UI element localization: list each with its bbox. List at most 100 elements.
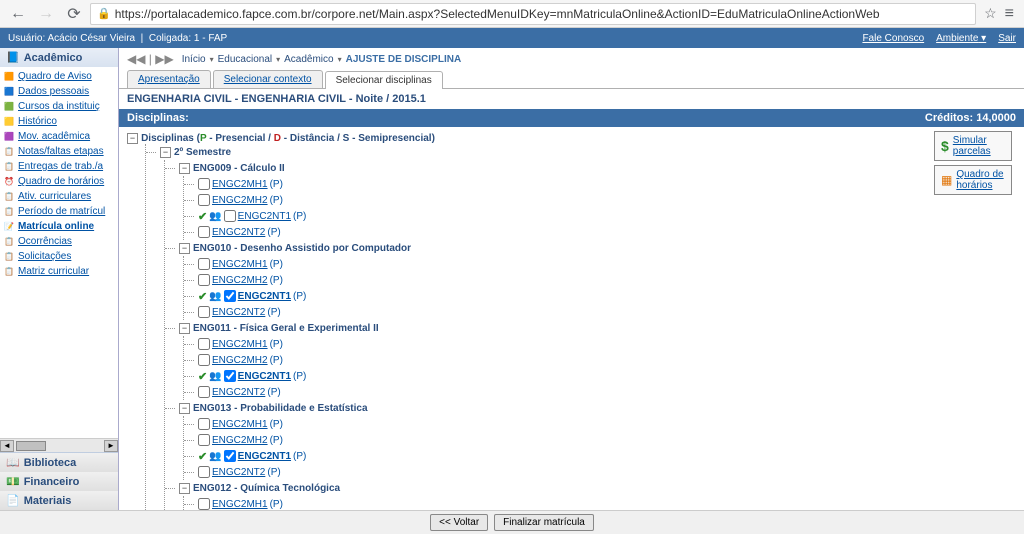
- sidebar-scrollbar[interactable]: ◄►: [0, 438, 118, 452]
- class-checkbox[interactable]: [198, 178, 210, 190]
- sidebar-item[interactable]: ⏰Quadro de horários: [0, 174, 118, 189]
- class-link[interactable]: ENGC2NT2: [212, 387, 265, 398]
- expander-discipline[interactable]: −: [179, 403, 190, 414]
- class-link[interactable]: ENGC2MH1: [212, 499, 268, 510]
- sidebar-link[interactable]: Ocorrências: [18, 236, 72, 247]
- sidebar-item[interactable]: 📋Notas/faltas etapas: [0, 144, 118, 159]
- main-content: ◀◀ | ▶▶ Início▾ Educacional▾ Acadêmico▾ …: [119, 48, 1024, 510]
- sidebar-item[interactable]: 📋Matriz curricular: [0, 264, 118, 279]
- expander-discipline[interactable]: −: [179, 323, 190, 334]
- crumb-educacional[interactable]: Educacional: [218, 54, 272, 65]
- class-link[interactable]: ENGC2MH1: [212, 419, 268, 430]
- sidebar-item[interactable]: 🟨Histórico: [0, 114, 118, 129]
- class-checkbox[interactable]: [224, 450, 236, 462]
- class-link[interactable]: ENGC2MH2: [212, 355, 268, 366]
- class-checkbox[interactable]: [198, 434, 210, 446]
- sidebar-link[interactable]: Quadro de horários: [18, 176, 104, 187]
- finalizar-button[interactable]: Finalizar matrícula: [494, 514, 594, 531]
- crumb-inicio[interactable]: Início: [182, 54, 206, 65]
- class-item: ENGC2MH2 (P): [184, 352, 1016, 368]
- item-icon: 📋: [4, 237, 14, 247]
- class-link[interactable]: ENGC2NT1: [238, 451, 291, 462]
- class-checkbox[interactable]: [198, 226, 210, 238]
- class-checkbox[interactable]: [198, 258, 210, 270]
- sidebar-financeiro[interactable]: 💵 Financeiro: [0, 472, 118, 491]
- url-bar[interactable]: 🔒 https://portalacademico.fapce.com.br/c…: [90, 3, 976, 25]
- expander-root[interactable]: −: [127, 133, 138, 144]
- class-link[interactable]: ENGC2MH1: [212, 339, 268, 350]
- sidebar-item[interactable]: 🟧Quadro de Aviso: [0, 69, 118, 84]
- class-link[interactable]: ENGC2NT1: [238, 371, 291, 382]
- class-type: (P): [293, 371, 306, 382]
- class-checkbox[interactable]: [198, 194, 210, 206]
- sidebar-link[interactable]: Cursos da instituiç: [18, 101, 100, 112]
- voltar-button[interactable]: << Voltar: [430, 514, 488, 531]
- sidebar-item[interactable]: 📋Ativ. curriculares: [0, 189, 118, 204]
- sidebar-item[interactable]: 📝Matrícula online: [0, 219, 118, 234]
- tab-contexto[interactable]: Selecionar contexto: [213, 70, 323, 88]
- sidebar-link[interactable]: Mov. acadêmica: [18, 131, 90, 142]
- class-checkbox[interactable]: [198, 466, 210, 478]
- class-type: (P): [267, 467, 280, 478]
- tab-apresentacao[interactable]: Apresentação: [127, 70, 211, 88]
- expander-discipline[interactable]: −: [179, 483, 190, 494]
- sair-link[interactable]: Sair: [998, 33, 1016, 44]
- sidebar-link[interactable]: Matrícula online: [18, 221, 94, 232]
- class-type: (P): [267, 227, 280, 238]
- sidebar-materiais[interactable]: 📄 Materiais: [0, 491, 118, 510]
- class-link[interactable]: ENGC2NT1: [238, 291, 291, 302]
- menu-icon[interactable]: ≡: [1001, 5, 1018, 23]
- class-link[interactable]: ENGC2MH2: [212, 275, 268, 286]
- ambiente-link[interactable]: Ambiente ▾: [936, 33, 986, 44]
- reload-button[interactable]: ⟳: [62, 2, 86, 26]
- sidebar-link[interactable]: Ativ. curriculares: [18, 191, 91, 202]
- sidebar-link[interactable]: Solicitações: [18, 251, 71, 262]
- fale-conosco-link[interactable]: Fale Conosco: [862, 33, 924, 44]
- sidebar-link[interactable]: Histórico: [18, 116, 57, 127]
- sidebar-item[interactable]: 📋Entregas de trab./a: [0, 159, 118, 174]
- class-checkbox[interactable]: [224, 290, 236, 302]
- sidebar-item[interactable]: 📋 Ocorrências: [0, 234, 118, 249]
- class-checkbox[interactable]: [198, 418, 210, 430]
- class-link[interactable]: ENGC2NT2: [212, 467, 265, 478]
- expander-semester[interactable]: −: [160, 147, 171, 158]
- class-link[interactable]: ENGC2MH2: [212, 195, 268, 206]
- sidebar-link[interactable]: Notas/faltas etapas: [18, 146, 104, 157]
- sidebar-academico-header[interactable]: 📘 Acadêmico: [0, 48, 118, 67]
- class-link[interactable]: ENGC2NT2: [212, 227, 265, 238]
- class-checkbox[interactable]: [198, 274, 210, 286]
- back-button[interactable]: ←: [6, 2, 30, 26]
- expander-discipline[interactable]: −: [179, 243, 190, 254]
- sidebar-item[interactable]: 📋Solicitações: [0, 249, 118, 264]
- class-checkbox[interactable]: [198, 354, 210, 366]
- sidebar-item[interactable]: 🟦Dados pessoais: [0, 84, 118, 99]
- sidebar-link[interactable]: Quadro de Aviso: [18, 71, 92, 82]
- bookmark-icon[interactable]: ☆: [984, 5, 997, 22]
- class-checkbox[interactable]: [198, 306, 210, 318]
- breadcrumb-nav-icons[interactable]: ◀◀ | ▶▶: [127, 52, 174, 66]
- class-checkbox[interactable]: [198, 498, 210, 510]
- forward-button[interactable]: →: [34, 2, 58, 26]
- class-link[interactable]: ENGC2NT1: [238, 211, 291, 222]
- sidebar-link[interactable]: Período de matrícul: [18, 206, 105, 217]
- class-item: ENGC2NT2 (P): [184, 224, 1016, 240]
- crumb-academico[interactable]: Acadêmico: [284, 54, 333, 65]
- class-checkbox[interactable]: [224, 370, 236, 382]
- tab-disciplinas[interactable]: Selecionar disciplinas: [325, 71, 443, 89]
- class-link[interactable]: ENGC2MH1: [212, 179, 268, 190]
- check-icon: ✔: [198, 450, 207, 463]
- class-checkbox[interactable]: [224, 210, 236, 222]
- sidebar-item[interactable]: 📋Período de matrícul: [0, 204, 118, 219]
- sidebar-item[interactable]: 🟪Mov. acadêmica: [0, 129, 118, 144]
- class-link[interactable]: ENGC2MH2: [212, 435, 268, 446]
- class-link[interactable]: ENGC2NT2: [212, 307, 265, 318]
- sidebar-link[interactable]: Matriz curricular: [18, 266, 89, 277]
- sidebar-biblioteca[interactable]: 📖 Biblioteca: [0, 453, 118, 472]
- class-link[interactable]: ENGC2MH1: [212, 259, 268, 270]
- sidebar-item[interactable]: 🟩Cursos da instituiç: [0, 99, 118, 114]
- sidebar-link[interactable]: Dados pessoais: [18, 86, 89, 97]
- sidebar-link[interactable]: Entregas de trab./a: [18, 161, 103, 172]
- expander-discipline[interactable]: −: [179, 163, 190, 174]
- class-checkbox[interactable]: [198, 386, 210, 398]
- class-checkbox[interactable]: [198, 338, 210, 350]
